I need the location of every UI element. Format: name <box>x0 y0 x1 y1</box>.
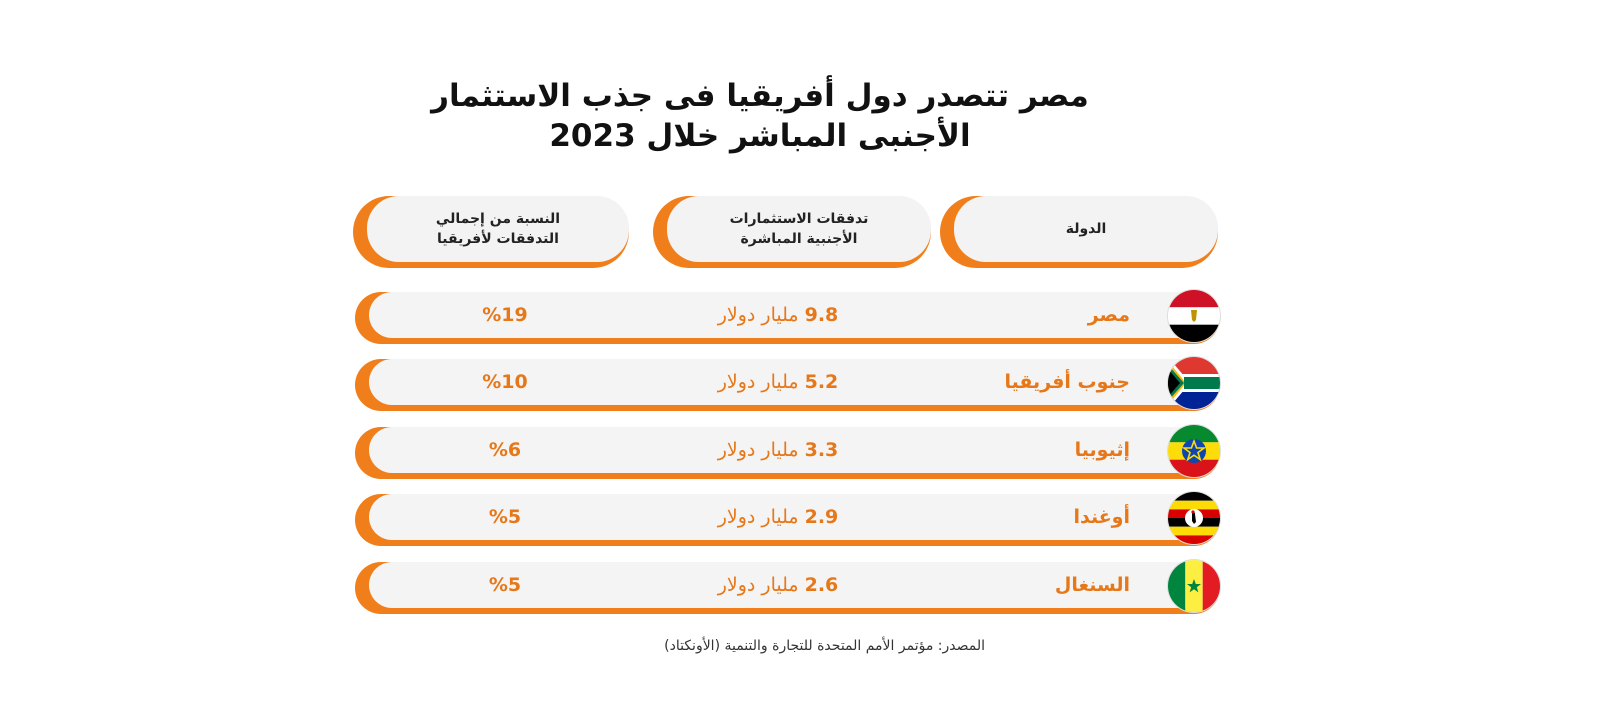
uganda-flag-icon <box>1168 492 1220 544</box>
country-name: السنغال <box>1054 574 1130 596</box>
share-value: %5 <box>488 506 522 528</box>
senegal-flag-icon <box>1168 560 1220 612</box>
header-country-label: الدولة <box>1065 221 1107 237</box>
south-africa-flag-icon <box>1168 357 1220 409</box>
table-row-south-africa: جنوب أفريقيا 5.2 مليار دولار %10 <box>355 357 1220 411</box>
table-row-egypt: مصر 9.8 مليار دولار %19 <box>355 290 1220 344</box>
investment-value: 5.2 مليار دولار <box>717 371 839 393</box>
header-share: النسبة من إجمالي التدفقات لأفريقيا <box>353 196 629 268</box>
country-name: إثيوبيا <box>1074 439 1130 461</box>
header-flows-line-2: الأجنبية المباشرة <box>740 231 858 247</box>
investment-value: 2.9 مليار دولار <box>717 506 839 528</box>
investment-value: 2.6 مليار دولار <box>717 574 839 596</box>
header-country: الدولة <box>940 196 1218 268</box>
investment-value: 3.3 مليار دولار <box>717 439 839 461</box>
country-name: أوغندا <box>1073 506 1130 528</box>
share-value: %10 <box>482 371 528 393</box>
header-share-line-1: النسبة من إجمالي <box>435 211 561 227</box>
source-note: المصدر: مؤتمر الأمم المتحدة للتجارة والت… <box>664 638 985 654</box>
header-share-line-2: التدفقات لأفريقيا <box>437 231 559 247</box>
share-value: %19 <box>482 304 528 326</box>
header-flows: تدفقات الاستثمارات الأجنبية المباشرة <box>653 196 931 268</box>
table-row-uganda: أوغندا 2.9 مليار دولار %5 <box>355 492 1220 546</box>
table-row-ethiopia: إثيوبيا 3.3 مليار دولار %6 <box>355 425 1220 479</box>
country-name: جنوب أفريقيا <box>1004 371 1130 393</box>
share-value: %5 <box>488 574 522 596</box>
chart-title-line-2: الأجنبى المباشر خلال 2023 <box>549 118 971 154</box>
share-value: %6 <box>488 439 522 461</box>
table-row-senegal: السنغال 2.6 مليار دولار %5 <box>355 560 1220 614</box>
egypt-flag-icon <box>1168 290 1220 342</box>
header-flows-line-1: تدفقات الاستثمارات <box>729 211 869 227</box>
chart-title-line-1: مصر تتصدر دول أفريقيا فى جذب الاستثمار <box>431 78 1089 114</box>
country-name: مصر <box>1087 304 1130 326</box>
investment-value: 9.8 مليار دولار <box>717 304 839 326</box>
ethiopia-flag-icon <box>1168 425 1220 477</box>
